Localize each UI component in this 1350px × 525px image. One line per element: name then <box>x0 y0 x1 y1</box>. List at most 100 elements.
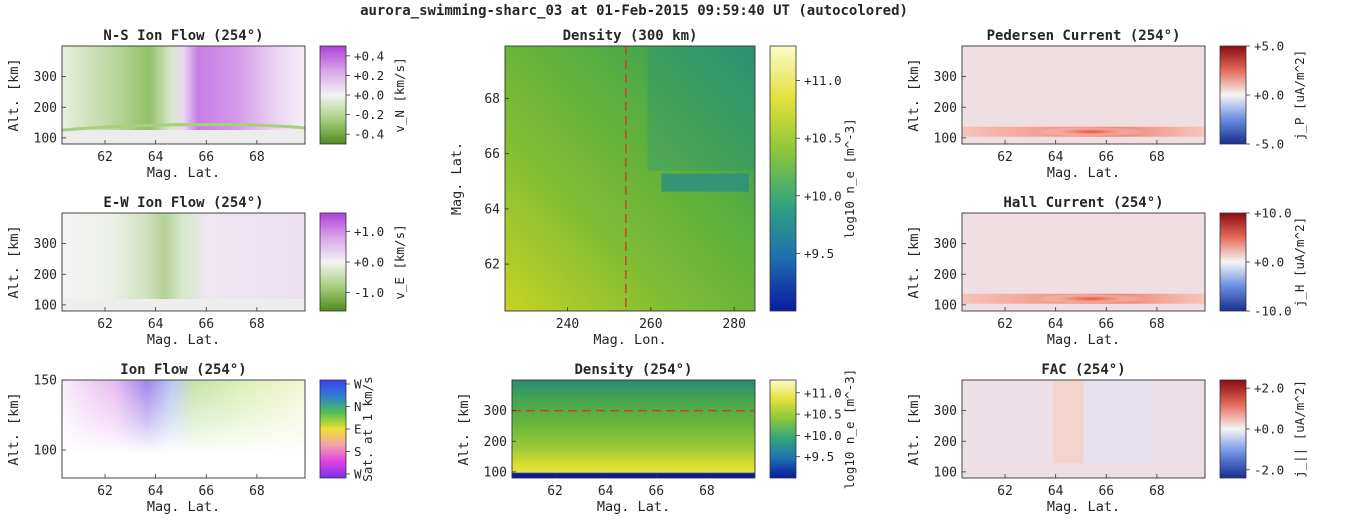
x-axis-label: Mag. Lat. <box>597 499 670 515</box>
colorbar-label: Sat. at 1 km/s <box>360 376 375 481</box>
panels: N-S Ion Flow (254°) 62 64 66 68 100 200 300 Mag.… <box>6 28 1307 515</box>
hall-current-peak <box>1036 293 1147 304</box>
x-tick-label: 68 <box>249 317 265 332</box>
colorbar-tick-label: +11.0 <box>804 385 842 400</box>
x-tick-label: 68 <box>1149 484 1165 499</box>
colorbar-tick-label: -1.0 <box>354 285 384 300</box>
colorbar-tick-label: +11.0 <box>804 73 842 88</box>
y-tick-label: 100 <box>934 465 957 480</box>
colorbar-tick-label: -2.0 <box>1254 462 1284 477</box>
colorbar-tick-label: W <box>354 467 362 482</box>
x-tick-label: 62 <box>97 150 113 165</box>
x-tick-label: 64 <box>1048 150 1064 165</box>
x-tick-label: 240 <box>556 317 579 332</box>
x-tick-label: 66 <box>1098 484 1114 499</box>
panel-title: Hall Current (254°) <box>1003 195 1163 211</box>
colorbar-tick-label: +9.5 <box>804 449 834 464</box>
ion-flow-field <box>62 380 305 478</box>
x-tick-label: 64 <box>598 484 614 499</box>
colorbar-label: v_N [km/s] <box>392 57 407 132</box>
colorbar-label: log10 n_e [m^-3] <box>842 369 857 489</box>
plot-frame <box>504 45 756 312</box>
ion-flow-panel: Ion Flow (254°) 62 64 66 68 100 150 Mag. Lat. Al… <box>6 362 375 515</box>
x-axis-label: Mag. Lat. <box>147 165 220 181</box>
colorbar-tick-label: +10.0 <box>804 428 842 443</box>
y-tick-label: 68 <box>484 92 500 107</box>
y-tick-label: 100 <box>34 444 57 459</box>
x-tick-label: 64 <box>148 150 164 165</box>
density-depletion <box>661 173 749 192</box>
colorbar-label: j_|| [uA/m^2] <box>1292 380 1307 478</box>
density-254-panel: Density (254°) 62 64 66 68 100 200 300 Mag. Lat.… <box>456 362 857 515</box>
green-streak <box>62 123 305 132</box>
colorbar-tick-label: +0.0 <box>354 88 384 103</box>
density-300km-field <box>505 46 755 311</box>
colorbar-tick-label: W <box>354 377 362 392</box>
hall-current-field <box>962 213 1205 311</box>
ns-ion-flow-panel: N-S Ion Flow (254°) 62 64 66 68 100 200 300 Mag.… <box>6 28 407 181</box>
y-tick-label: 200 <box>34 101 57 116</box>
y-tick-label: 300 <box>484 404 507 419</box>
figure-title: aurora_swimming-sharc_03 at 01-Feb-2015 … <box>360 3 908 19</box>
density-254-field <box>512 380 755 478</box>
colorbar-tick-label: +10.5 <box>804 131 842 146</box>
colorbar-tick-label: +0.0 <box>354 255 384 270</box>
fac-panel: FAC (254°) 62 64 66 68 100 200 300 Mag. Lat. Alt.… <box>906 362 1307 515</box>
low-alt-band <box>62 299 305 311</box>
x-tick-label: 68 <box>699 484 715 499</box>
panel-title: E-W Ion Flow (254°) <box>103 195 263 211</box>
density-254-colorbar <box>769 379 797 479</box>
y-tick-label: 66 <box>484 147 500 162</box>
colorbar-label: j_H [uA/m^2] <box>1292 217 1307 307</box>
density-300km-panel: Density (300 km) 240 260 280 62 64 66 68 Mag. Lo… <box>449 28 857 348</box>
y-tick-label: 100 <box>34 131 57 146</box>
colorbar-tick-label: -0.4 <box>354 127 384 142</box>
ew-flow-field <box>62 213 305 311</box>
x-tick-label: 66 <box>198 484 214 499</box>
y-tick-label: 100 <box>934 131 957 146</box>
x-axis-label: Mag. Lat. <box>147 332 220 348</box>
density-alt-field <box>512 380 755 478</box>
low-alt-band <box>62 130 305 144</box>
x-tick-label: 280 <box>722 317 745 332</box>
y-axis-label: Mag. Lat. <box>449 142 465 215</box>
x-tick-label: 64 <box>1048 484 1064 499</box>
y-tick-label: 300 <box>34 237 57 252</box>
x-tick-label: 62 <box>547 484 563 499</box>
y-axis-label: Alt. [km] <box>6 58 22 131</box>
x-tick-label: 66 <box>198 150 214 165</box>
colorbar-tick-label: S <box>354 444 362 459</box>
colorbar-tick-label: +0.0 <box>1254 422 1284 437</box>
x-tick-label: 68 <box>1149 317 1165 332</box>
plot-frame <box>61 45 306 145</box>
colorbar-tick-label: -5.0 <box>1254 137 1284 152</box>
x-tick-label: 64 <box>148 484 164 499</box>
colorbar-tick-label: N <box>354 399 362 414</box>
x-axis-label: Mag. Lat. <box>1047 332 1120 348</box>
density-enhanced-region <box>647 46 755 171</box>
panel-title: Ion Flow (254°) <box>120 362 246 378</box>
y-axis-label: Alt. [km] <box>906 58 922 131</box>
x-tick-label: 66 <box>1098 317 1114 332</box>
fac-colorbar <box>1219 379 1247 479</box>
x-axis-label: Mag. Lon. <box>593 332 666 348</box>
ns-ion-flow-field <box>62 46 305 144</box>
hall-current-colorbar <box>1219 212 1247 312</box>
ion-flow-fade <box>62 380 305 478</box>
y-tick-label: 200 <box>34 268 57 283</box>
ew-ion-flow-colorbar <box>319 212 347 312</box>
x-tick-label: 62 <box>97 484 113 499</box>
y-tick-label: 100 <box>484 465 507 480</box>
colorbar-tick-label: +0.0 <box>1254 88 1284 103</box>
colorbar-tick-label: -0.2 <box>354 107 384 122</box>
y-tick-label: 300 <box>934 237 957 252</box>
density-300km-colorbar <box>769 45 797 312</box>
plot-frame <box>61 379 306 479</box>
y-axis-label: Alt. [km] <box>906 392 922 465</box>
y-axis-label: Alt. [km] <box>6 225 22 298</box>
x-tick-label: 62 <box>997 150 1013 165</box>
x-tick-label: 64 <box>1048 317 1064 332</box>
y-tick-label: 100 <box>34 298 57 313</box>
x-tick-label: 66 <box>198 317 214 332</box>
